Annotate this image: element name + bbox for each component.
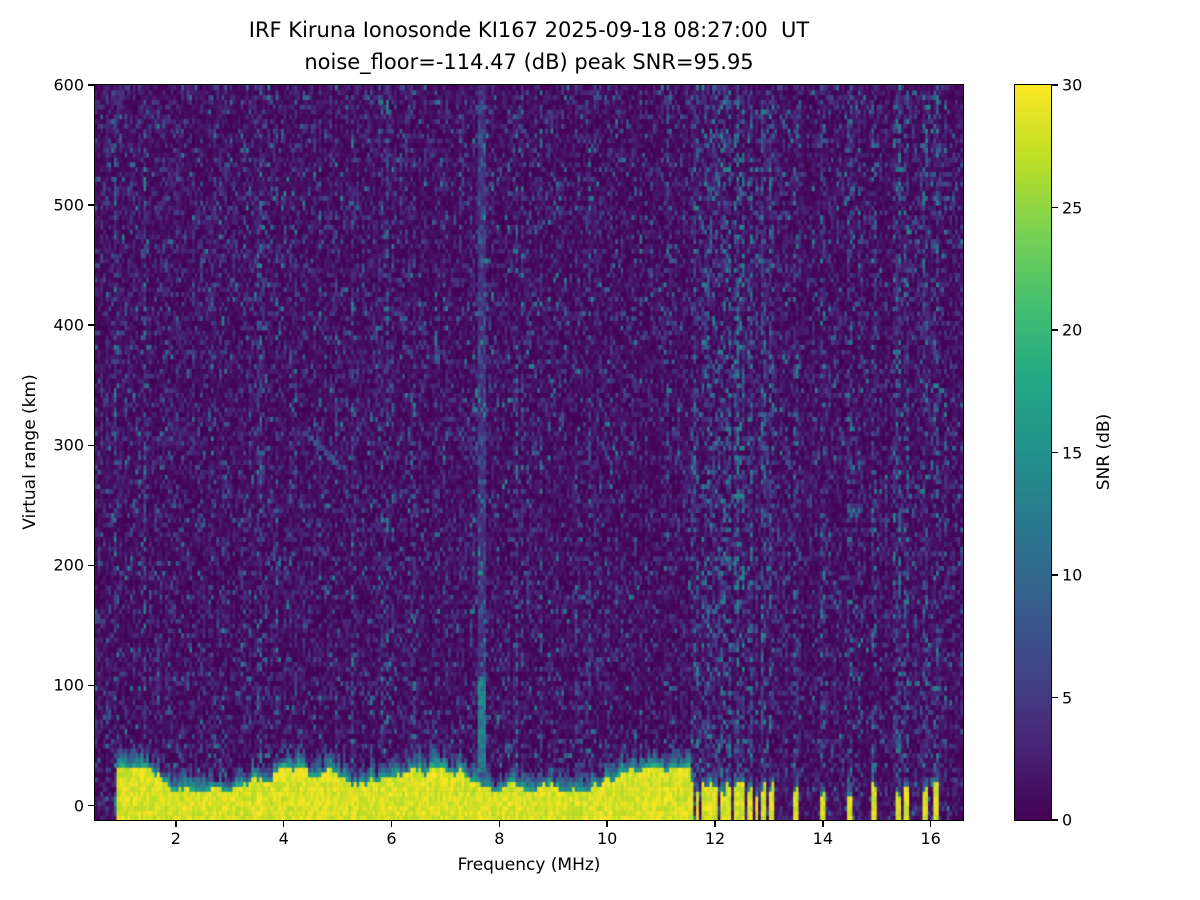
colorbar-tick-label: 25 <box>1062 198 1083 217</box>
plot-area <box>94 84 964 821</box>
y-tick-label: 500 <box>53 195 84 215</box>
x-tick-mark <box>390 821 393 827</box>
colorbar-tick-mark <box>1052 206 1058 209</box>
y-tick-label: 100 <box>53 675 84 695</box>
x-tick-label: 14 <box>812 829 833 848</box>
y-tick-label: 600 <box>53 75 84 95</box>
x-tick-label: 2 <box>170 829 181 848</box>
y-tick-mark <box>88 804 94 807</box>
colorbar-tick-label: 15 <box>1062 443 1083 462</box>
colorbar-tick-label: 0 <box>1062 810 1073 830</box>
colorbar-tick-label: 10 <box>1062 565 1083 585</box>
ionogram-heatmap <box>95 85 963 820</box>
colorbar <box>1014 84 1052 821</box>
y-tick-label: 400 <box>53 315 84 335</box>
colorbar-tick-mark <box>1052 451 1058 454</box>
x-tick-mark <box>606 821 608 827</box>
colorbar-tick-label: 30 <box>1062 75 1083 95</box>
x-tick-mark <box>282 821 285 827</box>
y-tick-mark <box>88 684 94 687</box>
x-tick-mark <box>714 821 716 827</box>
chart-subtitle: noise_floor=-114.47 (dB) peak SNR=95.95 <box>304 50 754 74</box>
y-tick-mark <box>88 444 94 447</box>
x-tick-label: 6 <box>386 829 397 848</box>
colorbar-label: SNR (dB) <box>1094 413 1114 491</box>
colorbar-tick-mark <box>1052 84 1058 86</box>
x-tick-label: 4 <box>278 829 289 848</box>
x-tick-mark <box>498 821 501 827</box>
y-tick-mark <box>88 84 94 86</box>
x-tick-mark <box>175 821 177 827</box>
colorbar-tick-label: 20 <box>1062 320 1083 340</box>
colorbar-tick-mark <box>1052 696 1058 699</box>
colorbar-tick-mark <box>1052 329 1058 331</box>
y-tick-label: 300 <box>53 435 84 455</box>
x-axis-label: Frequency (MHz) <box>457 855 601 875</box>
y-tick-mark <box>88 324 94 326</box>
colorbar-tick-label: 5 <box>1062 688 1073 707</box>
x-tick-label: 10 <box>596 829 618 848</box>
x-tick-label: 8 <box>494 829 505 848</box>
chart-title: IRF Kiruna Ionosonde KI167 2025-09-18 08… <box>248 18 810 42</box>
x-tick-label: 16 <box>920 829 941 848</box>
y-tick-mark <box>88 204 94 206</box>
x-tick-label: 12 <box>704 829 726 848</box>
x-tick-mark <box>822 821 824 827</box>
y-tick-label: 0 <box>73 796 84 816</box>
y-tick-mark <box>88 564 94 567</box>
colorbar-tick-mark <box>1052 574 1058 576</box>
colorbar-tick-mark <box>1052 819 1058 821</box>
y-tick-label: 200 <box>53 555 84 575</box>
x-tick-mark <box>929 821 932 827</box>
